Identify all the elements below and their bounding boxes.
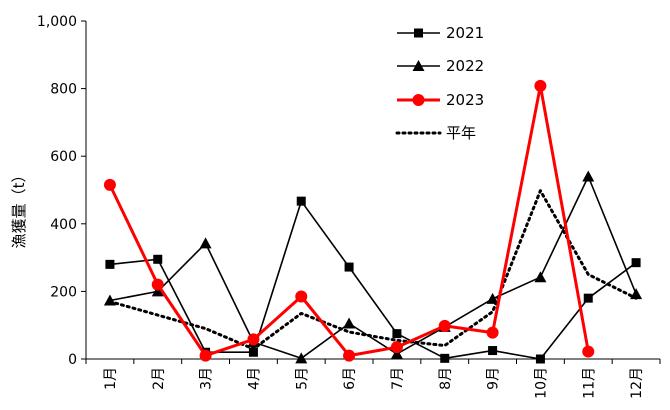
point-marker-circle xyxy=(582,345,595,358)
x-tick-label: 11月 xyxy=(581,367,597,399)
point-marker-square xyxy=(631,258,641,268)
point-marker-triangle xyxy=(295,352,308,364)
y-axis-label: 漁獲量（t） xyxy=(10,168,28,249)
point-marker-triangle xyxy=(151,285,164,297)
x-tick-label: 4月 xyxy=(246,367,262,390)
point-marker-circle xyxy=(199,349,212,362)
x-tick-label: 6月 xyxy=(342,367,358,390)
point-marker-square xyxy=(344,262,354,272)
series-line xyxy=(109,175,637,360)
point-marker-square xyxy=(440,353,450,363)
point-marker-triangle xyxy=(582,170,595,182)
x-tick-label: 1月 xyxy=(103,367,119,390)
point-marker-circle xyxy=(390,341,403,354)
x-tick-label: 10月 xyxy=(533,367,549,399)
point-marker-square xyxy=(296,196,306,206)
x-tick-label: 3月 xyxy=(199,367,215,390)
point-marker-circle xyxy=(247,333,260,346)
point-marker-circle xyxy=(412,94,425,106)
legend-item: 平年 xyxy=(395,124,476,142)
y-tick-label: 200 xyxy=(50,284,77,300)
point-marker-triangle xyxy=(412,60,425,71)
point-marker-square xyxy=(488,346,498,356)
point-marker-square xyxy=(535,354,545,364)
point-marker-circle xyxy=(438,319,451,332)
y-tick-label: 0 xyxy=(68,352,77,368)
point-marker-triangle xyxy=(390,347,403,359)
point-marker-triangle xyxy=(534,271,547,283)
point-marker-triangle xyxy=(199,237,212,249)
y-tick-label: 800 xyxy=(50,82,77,98)
point-marker-square xyxy=(105,259,115,269)
series-line xyxy=(109,200,637,360)
y-tick-label: 400 xyxy=(50,217,77,233)
x-tick-label: 12月 xyxy=(629,367,645,399)
series-2023 xyxy=(103,79,595,362)
point-marker-circle xyxy=(151,278,164,291)
y-tick-label: 1,000 xyxy=(37,14,77,30)
series-layer xyxy=(103,79,643,364)
point-marker-square xyxy=(248,347,258,357)
legend-item: 2022 xyxy=(397,57,484,75)
point-marker-circle xyxy=(534,79,547,92)
point-marker-triangle xyxy=(630,288,643,300)
x-tick-label: 2月 xyxy=(151,367,167,390)
point-marker-square xyxy=(414,28,423,38)
point-marker-triangle xyxy=(486,292,499,304)
legend-item: 2021 xyxy=(397,24,484,42)
x-tick-label: 9月 xyxy=(486,367,502,390)
point-marker-square xyxy=(392,329,402,339)
legend-item: 2023 xyxy=(397,91,484,109)
point-marker-square xyxy=(583,293,593,303)
axes: 0 200 400 600 800 1,000 1月 2月 3月 4月 5月 6月 7月 8月 9月 10月 1… xyxy=(37,14,661,399)
point-marker-triangle xyxy=(343,317,356,329)
x-tick-label: 8月 xyxy=(438,367,454,390)
legend-label: 2021 xyxy=(446,24,484,42)
legend-label: 2023 xyxy=(446,91,484,109)
legend: 2021 2022 2023 平年 xyxy=(395,24,484,142)
point-marker-circle xyxy=(486,326,499,339)
y-tick-label: 600 xyxy=(50,149,77,165)
point-marker-triangle xyxy=(103,294,116,306)
point-marker-circle xyxy=(343,349,356,362)
series-line xyxy=(108,189,638,351)
series-平年 xyxy=(108,189,638,351)
legend-label: 平年 xyxy=(446,124,476,142)
x-tick-label: 5月 xyxy=(294,367,310,390)
point-marker-circle xyxy=(103,178,116,191)
legend-label: 2022 xyxy=(446,57,484,75)
point-marker-circle xyxy=(295,290,308,303)
x-tick-label: 7月 xyxy=(390,367,406,390)
series-line xyxy=(108,84,590,358)
point-marker-square xyxy=(153,254,163,264)
